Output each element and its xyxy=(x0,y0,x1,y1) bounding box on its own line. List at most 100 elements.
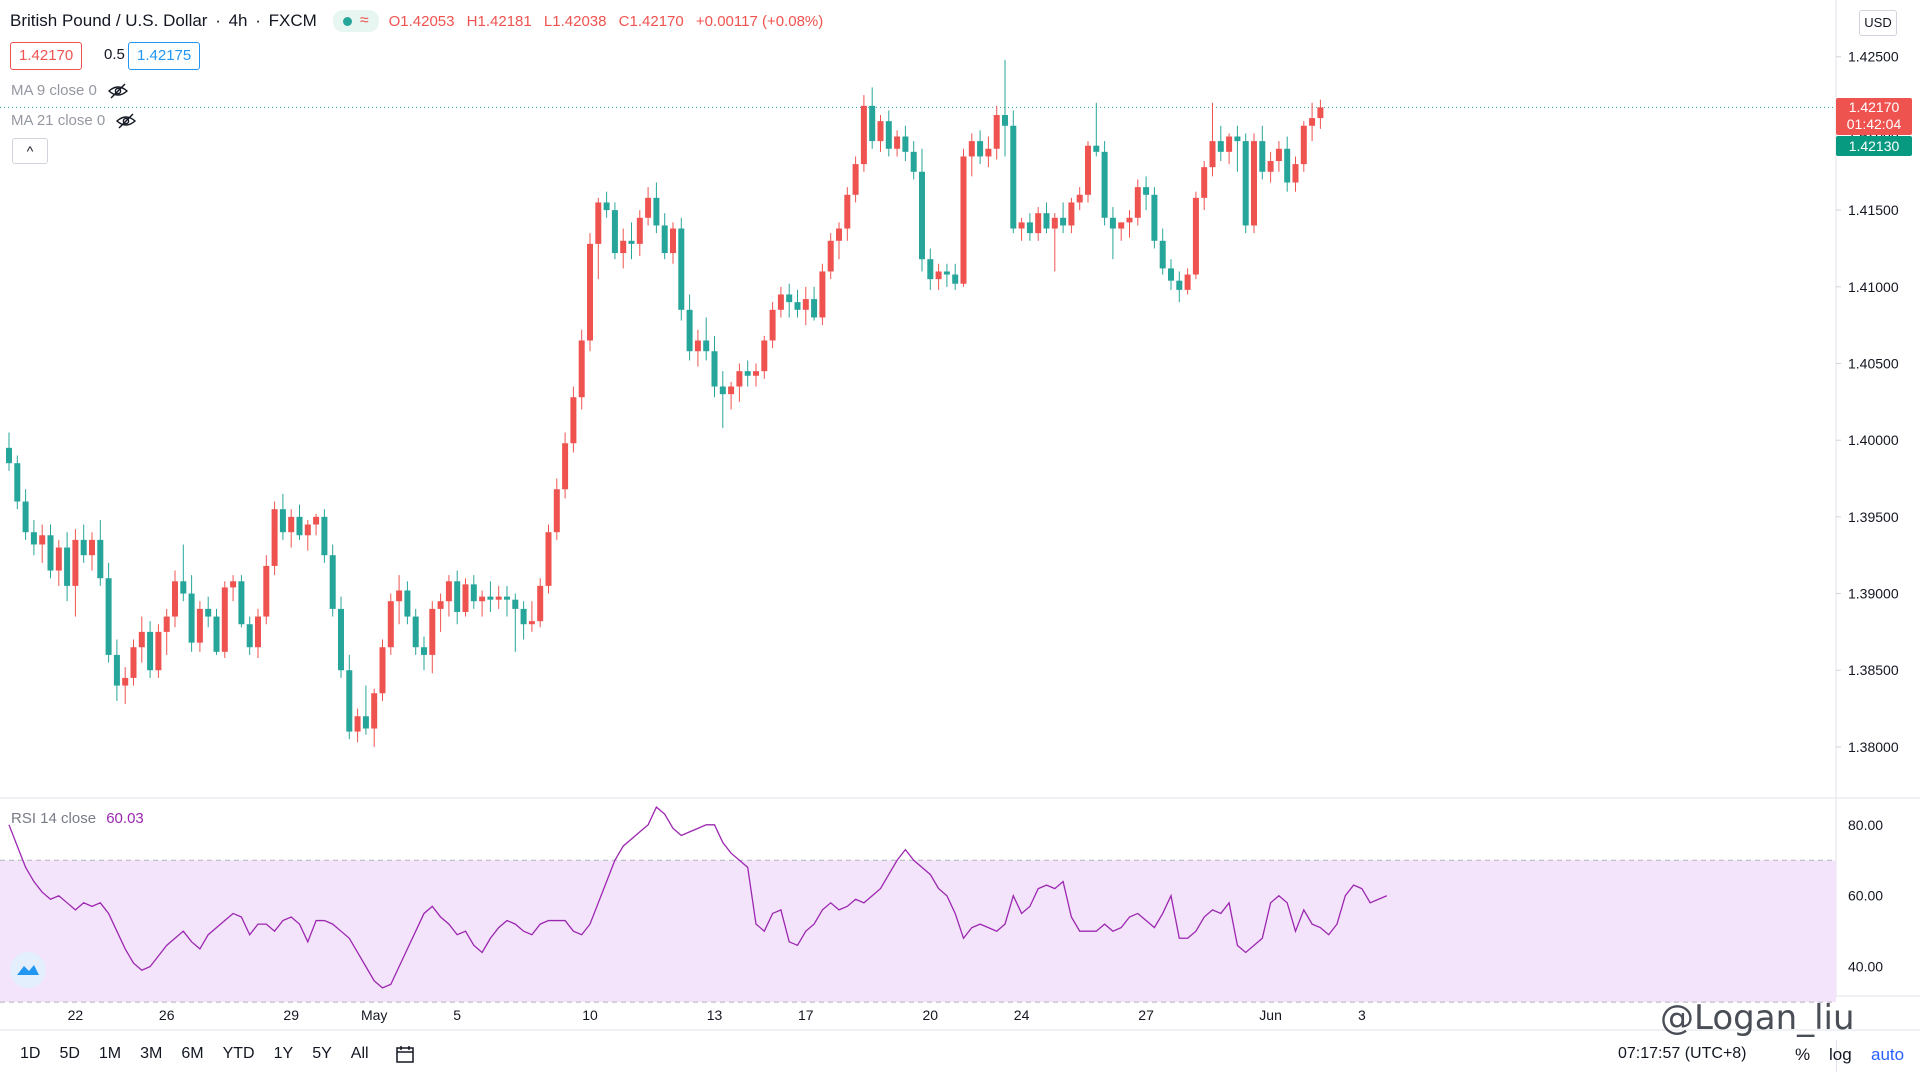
candle-body xyxy=(504,596,510,600)
candle-body xyxy=(512,599,519,609)
candle-body xyxy=(1176,280,1183,290)
range-5y-button[interactable]: 5Y xyxy=(312,1045,332,1062)
buy-button[interactable]: 1.42175 xyxy=(128,42,201,70)
candle-body xyxy=(844,194,851,229)
clock[interactable]: 07:17:57 (UTC+8) xyxy=(1618,1045,1747,1062)
candle-body xyxy=(885,121,892,149)
candle-body xyxy=(230,581,237,588)
candle-body xyxy=(379,647,386,694)
candle-body xyxy=(338,608,344,671)
range-1m-button[interactable]: 1M xyxy=(98,1045,122,1062)
candle-body xyxy=(437,601,444,609)
candle-body xyxy=(628,240,635,244)
candle-body xyxy=(611,210,618,254)
candle-body xyxy=(1217,141,1224,152)
candle-body xyxy=(304,524,311,536)
candle-body xyxy=(221,587,228,652)
price-tick-label: 1.38000 xyxy=(1848,739,1899,755)
price-tick-label: 1.39000 xyxy=(1848,586,1899,602)
collapse-legend-button[interactable]: ^ xyxy=(12,138,48,164)
candle-body xyxy=(196,608,203,643)
sell-button[interactable]: 1.42170 xyxy=(10,42,83,70)
candle-body xyxy=(163,616,170,632)
candle-body xyxy=(860,105,867,165)
auto-scale-button[interactable]: auto xyxy=(1871,1045,1905,1064)
candle-body xyxy=(421,647,427,655)
candle-body xyxy=(661,225,668,254)
candle-body xyxy=(1209,141,1216,168)
interval-label: 4h xyxy=(228,11,248,30)
candle-body xyxy=(487,596,494,600)
candle-body xyxy=(296,516,303,536)
candle-body xyxy=(595,202,602,244)
range-1y-button[interactable]: 1Y xyxy=(273,1045,294,1062)
candle-body xyxy=(6,447,12,464)
candle-body xyxy=(105,578,112,655)
close-value: 1.42170 xyxy=(629,12,684,30)
percent-scale-button[interactable]: % xyxy=(1795,1045,1811,1064)
range-3m-button[interactable]: 3M xyxy=(140,1045,163,1062)
rsi-legend[interactable]: RSI 14 close 60.03 xyxy=(11,810,144,827)
candle-body xyxy=(678,228,685,310)
candle-body xyxy=(694,340,701,352)
go-to-date-button[interactable] xyxy=(395,1044,415,1069)
candle-body xyxy=(454,581,461,612)
candle-body xyxy=(138,631,145,648)
range-1d-button[interactable]: 1D xyxy=(20,1045,41,1062)
prev-close-tag: 1.42130 xyxy=(1836,136,1912,156)
candle-body xyxy=(362,716,369,729)
candle-body xyxy=(1275,148,1282,162)
range-all-button[interactable]: All xyxy=(350,1045,369,1062)
candle-body xyxy=(55,547,62,571)
candle-body xyxy=(64,547,71,586)
last-price-tag: 1.42170 01:42:04 xyxy=(1836,98,1912,135)
market-status[interactable]: ≈ xyxy=(332,10,379,32)
range-6m-button[interactable]: 6M xyxy=(181,1045,204,1062)
candle-body xyxy=(910,151,917,172)
candle-body xyxy=(279,509,286,533)
candle-body xyxy=(1051,217,1058,229)
candle-body xyxy=(977,141,984,157)
candle-body xyxy=(537,585,544,622)
indicator-ma9[interactable]: MA 9 close 0 xyxy=(11,82,129,99)
candle-body xyxy=(811,299,818,318)
indicator-ma21[interactable]: MA 21 close 0 xyxy=(11,112,137,129)
candle-body xyxy=(1085,145,1091,195)
candle-body xyxy=(836,228,842,241)
time-tick-label: 3 xyxy=(1358,1007,1366,1023)
candle-body xyxy=(645,197,652,218)
rsi-tick-label: 40.00 xyxy=(1848,959,1883,975)
currency-button[interactable]: USD xyxy=(1859,10,1897,36)
high-value: 1.42181 xyxy=(477,12,532,30)
log-scale-button[interactable]: log xyxy=(1829,1045,1852,1064)
candle-body xyxy=(1018,222,1025,229)
eye-off-icon[interactable] xyxy=(107,83,129,99)
candle-body xyxy=(827,240,834,272)
candle-body xyxy=(653,197,660,226)
candle-body xyxy=(636,217,643,244)
candle-body xyxy=(130,647,137,678)
symbol-title[interactable]: British Pound / U.S. Dollar · 4h · FXCM xyxy=(10,11,317,30)
candle-body xyxy=(97,539,104,579)
candle-body xyxy=(1267,161,1274,172)
tradingview-logo-icon[interactable] xyxy=(10,952,46,988)
candle-body xyxy=(1184,274,1191,290)
candle-body xyxy=(960,156,967,284)
candle-body xyxy=(761,340,768,372)
price-tick-label: 1.40000 xyxy=(1848,432,1899,448)
candle-body xyxy=(1234,136,1241,142)
candle-body xyxy=(736,371,743,387)
candle-body xyxy=(288,516,295,533)
rsi-value: 60.03 xyxy=(106,810,144,827)
candle-body xyxy=(412,616,419,648)
price-tick-label: 1.42500 xyxy=(1848,49,1899,65)
candle-body xyxy=(545,532,552,586)
range-5d-button[interactable]: 5D xyxy=(59,1045,80,1062)
range-ytd-button[interactable]: YTD xyxy=(222,1045,255,1062)
candle-body xyxy=(22,501,29,533)
candle-body xyxy=(620,240,627,254)
rsi-band xyxy=(0,860,1836,1003)
eye-off-icon[interactable] xyxy=(115,113,137,129)
last-price-value: 1.42170 xyxy=(1848,99,1900,115)
